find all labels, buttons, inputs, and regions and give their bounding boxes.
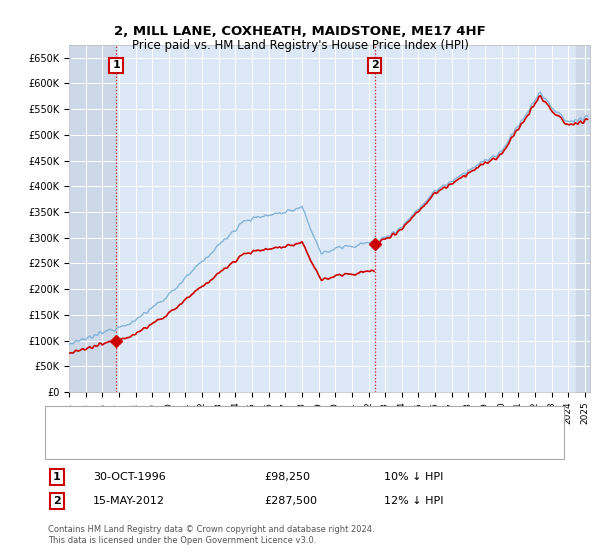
Text: 2, MILL LANE, COXHEATH, MAIDSTONE, ME17 4HF (detached house): 2, MILL LANE, COXHEATH, MAIDSTONE, ME17 … xyxy=(93,417,426,427)
Text: 12% ↓ HPI: 12% ↓ HPI xyxy=(384,496,443,506)
Text: £98,250: £98,250 xyxy=(264,472,310,482)
Text: 1: 1 xyxy=(112,60,120,71)
Text: 30-OCT-1996: 30-OCT-1996 xyxy=(93,472,166,482)
Text: Price paid vs. HM Land Registry's House Price Index (HPI): Price paid vs. HM Land Registry's House … xyxy=(131,39,469,52)
Text: HPI: Average price, detached house, Maidstone: HPI: Average price, detached house, Maid… xyxy=(93,439,325,449)
Text: 2, MILL LANE, COXHEATH, MAIDSTONE, ME17 4HF: 2, MILL LANE, COXHEATH, MAIDSTONE, ME17 … xyxy=(114,25,486,38)
Text: 2: 2 xyxy=(53,496,61,506)
Text: 2: 2 xyxy=(371,60,379,71)
Text: 15-MAY-2012: 15-MAY-2012 xyxy=(93,496,165,506)
Text: 1: 1 xyxy=(53,472,61,482)
Text: 10% ↓ HPI: 10% ↓ HPI xyxy=(384,472,443,482)
Text: Contains HM Land Registry data © Crown copyright and database right 2024.
This d: Contains HM Land Registry data © Crown c… xyxy=(48,525,374,545)
Text: £287,500: £287,500 xyxy=(264,496,317,506)
